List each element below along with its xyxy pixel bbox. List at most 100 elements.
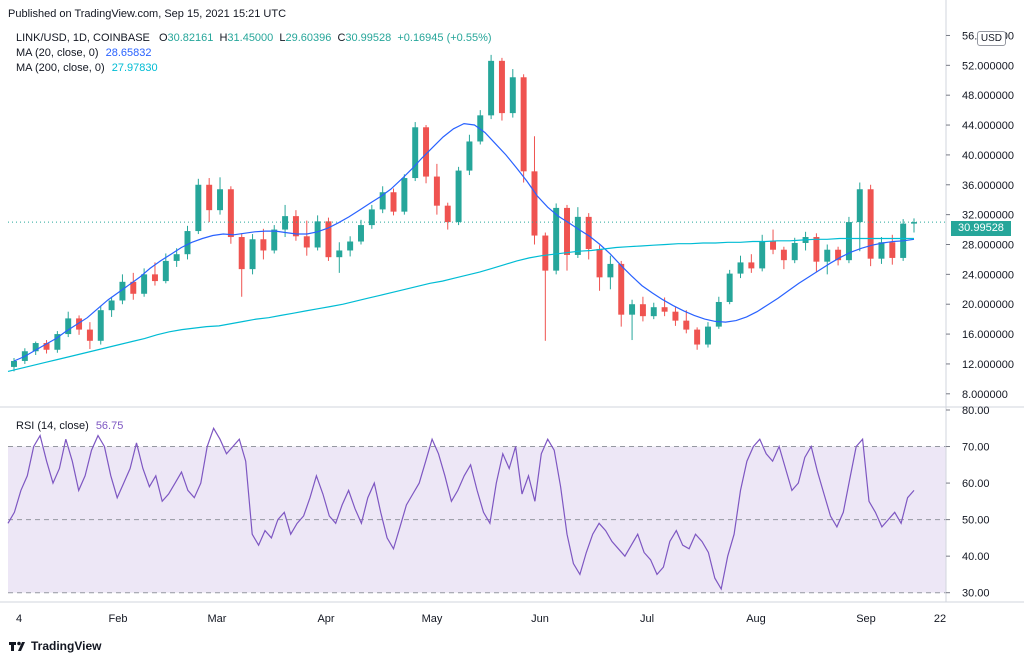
- symbol-label[interactable]: LINK/USD, 1D, COINBASE: [16, 32, 150, 44]
- candle-body: [173, 254, 180, 261]
- change-value: +0.16945 (+0.55%): [397, 32, 492, 44]
- rsi-value: 56.75: [95, 420, 124, 432]
- candle-body: [195, 184, 202, 232]
- candle-body: [314, 221, 321, 248]
- candle-body: [401, 178, 408, 212]
- price-tick-label: 20.000000: [962, 299, 1014, 311]
- candle-body: [737, 262, 744, 274]
- time-tick-label: Aug: [746, 613, 766, 625]
- candle-body: [748, 262, 755, 269]
- candle-body: [574, 216, 581, 255]
- price-tick-label: 16.000000: [962, 329, 1014, 341]
- candle-body: [32, 343, 39, 352]
- candle-body: [217, 189, 224, 211]
- candle-body: [498, 60, 505, 114]
- price-tick-label: 52.000000: [962, 60, 1014, 72]
- time-tick-label: Sep: [856, 613, 876, 625]
- low-value: 29.60396: [285, 32, 332, 44]
- ma200-legend[interactable]: MA (200, close, 0) 27.97830: [16, 62, 158, 74]
- ma20-line: [13, 122, 915, 362]
- rsi-tick-label: 80.00: [962, 405, 990, 417]
- ma200-line: [7, 237, 914, 372]
- candle-body: [141, 274, 148, 294]
- time-tick-label: Jul: [640, 613, 654, 625]
- time-tick-label: 4: [16, 613, 22, 625]
- candle-body: [151, 274, 158, 282]
- ma200-value: 27.97830: [111, 62, 158, 74]
- candle-body: [488, 60, 495, 116]
- rsi-legend[interactable]: RSI (14, close) 56.75: [16, 420, 123, 432]
- rsi-pane: [7, 426, 946, 594]
- candle-body: [585, 216, 592, 249]
- open-label: O: [158, 32, 168, 44]
- candle-body: [813, 237, 820, 262]
- currency-badge[interactable]: USD: [976, 31, 1006, 46]
- ma20-value: 28.65832: [105, 47, 152, 59]
- candle-body: [249, 239, 256, 270]
- candle-body: [11, 360, 17, 367]
- high-value: 31.45000: [227, 32, 274, 44]
- candle-body: [379, 192, 386, 210]
- price-tick-label: 36.000000: [962, 180, 1014, 192]
- close-value: 30.99528: [345, 32, 392, 44]
- price-tick-label: 40.000000: [962, 150, 1014, 162]
- footer-brand[interactable]: TradingView: [9, 639, 101, 653]
- candle-body: [271, 229, 278, 251]
- candle-body: [542, 235, 549, 271]
- candle-body: [791, 243, 798, 261]
- candlestick-series: [11, 54, 917, 372]
- open-value: 30.82161: [167, 32, 214, 44]
- candle-body: [130, 281, 137, 294]
- rsi-line: [7, 426, 915, 591]
- candle-body: [65, 318, 72, 335]
- candle-body: [206, 184, 213, 211]
- low-label: L: [279, 32, 286, 44]
- candle-body: [184, 231, 191, 255]
- rsi-tick-label: 50.00: [962, 515, 990, 527]
- candle-body: [336, 250, 343, 258]
- candle-body: [564, 207, 570, 255]
- ma20-legend[interactable]: MA (20, close, 0) 28.65832: [16, 47, 152, 59]
- candle-body: [444, 205, 451, 223]
- candle-body: [43, 343, 50, 350]
- candle-body: [715, 301, 722, 327]
- tradingview-logo-icon: [9, 641, 25, 651]
- price-tick-label: 44.000000: [962, 120, 1014, 132]
- candle-body: [76, 318, 83, 330]
- ma200-label: MA (200, close, 0): [16, 62, 105, 74]
- candle-body: [390, 192, 397, 212]
- brand-name: TradingView: [31, 639, 102, 653]
- candle-body: [650, 307, 657, 317]
- rsi-label: RSI (14, close): [16, 420, 89, 432]
- high-label: H: [219, 32, 228, 44]
- price-tick-label: 12.000000: [962, 359, 1014, 371]
- candle-body: [889, 242, 896, 258]
- candle-body: [303, 236, 310, 248]
- candle-body: [86, 329, 93, 341]
- candle-body: [119, 281, 126, 301]
- candle-body: [292, 216, 299, 237]
- candle-body: [639, 304, 646, 317]
- candle-body: [770, 241, 777, 250]
- candle-body: [835, 249, 842, 261]
- candle-body: [358, 225, 364, 242]
- time-tick-label: Mar: [208, 613, 227, 625]
- candle-body: [455, 170, 462, 223]
- ohlc-legend: LINK/USD, 1D, COINBASE O30.82161 H31.450…: [16, 32, 492, 44]
- last-price-label: 30.99528: [951, 221, 1011, 236]
- candle-body: [97, 310, 104, 341]
- time-tick-label: Jun: [531, 613, 549, 625]
- candle-body: [672, 311, 679, 321]
- ma20-label: MA (20, close, 0): [16, 47, 99, 59]
- rsi-tick-label: 70.00: [962, 442, 990, 454]
- candle-body: [433, 176, 440, 206]
- candle-body: [347, 241, 354, 251]
- candle-body: [477, 115, 484, 142]
- candle-body: [911, 222, 917, 224]
- candle-body: [423, 127, 430, 177]
- candle-body: [629, 304, 636, 315]
- price-tick-label: 24.000000: [962, 269, 1014, 281]
- time-tick-label: 22: [934, 613, 946, 625]
- candle-body: [325, 221, 332, 258]
